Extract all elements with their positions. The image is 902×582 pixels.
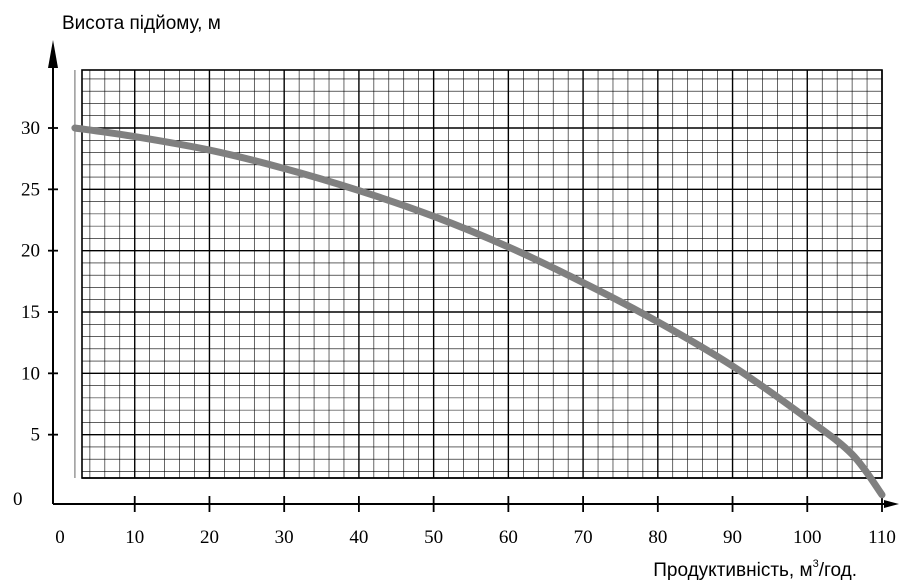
x-axis-ticks: 0 10 20 30 40 50 60 70 80 90 100 110 (55, 496, 896, 548)
y-tick-label: 10 (21, 363, 40, 384)
x-tick-label: 50 (424, 527, 443, 548)
y-tick-label: 0 (13, 489, 23, 510)
x-tick-label: 20 (200, 527, 219, 548)
y-axis-ticks: 0 5 10 15 20 25 30 (13, 118, 58, 510)
plot-frame (81, 69, 883, 479)
y-tick-label: 5 (31, 425, 41, 446)
x-axis-title-superscript: 3 (813, 558, 819, 570)
y-tick-label: 25 (21, 179, 40, 200)
x-tick-label: 10 (125, 527, 144, 548)
major-grid (82, 70, 883, 479)
x-tick-label: 110 (868, 527, 896, 548)
x-tick-label: 80 (648, 527, 667, 548)
x-tick-label: 0 (55, 527, 65, 548)
y-tick-label: 30 (21, 118, 40, 139)
head-flow-curve (71, 124, 886, 499)
x-tick-label: 60 (499, 527, 518, 548)
x-axis-arrow-icon (884, 500, 899, 508)
x-axis-title-main: Продуктивність, м (653, 560, 812, 581)
x-tick-label: 40 (349, 527, 368, 548)
y-tick-label: 20 (21, 241, 40, 262)
x-tick-label: 30 (275, 527, 294, 548)
y-axis-arrow-icon (48, 40, 58, 68)
minor-grid (74, 70, 882, 478)
y-tick-label: 15 (21, 302, 40, 323)
x-axis-title-unit: /год. (819, 560, 857, 581)
x-tick-label: 70 (574, 527, 593, 548)
y-axis-title: Висота підйому, м (62, 13, 221, 34)
x-tick-label: 100 (793, 527, 822, 548)
x-axis-title: Продуктивність, м3/год. (653, 558, 857, 581)
x-tick-label: 90 (723, 527, 742, 548)
